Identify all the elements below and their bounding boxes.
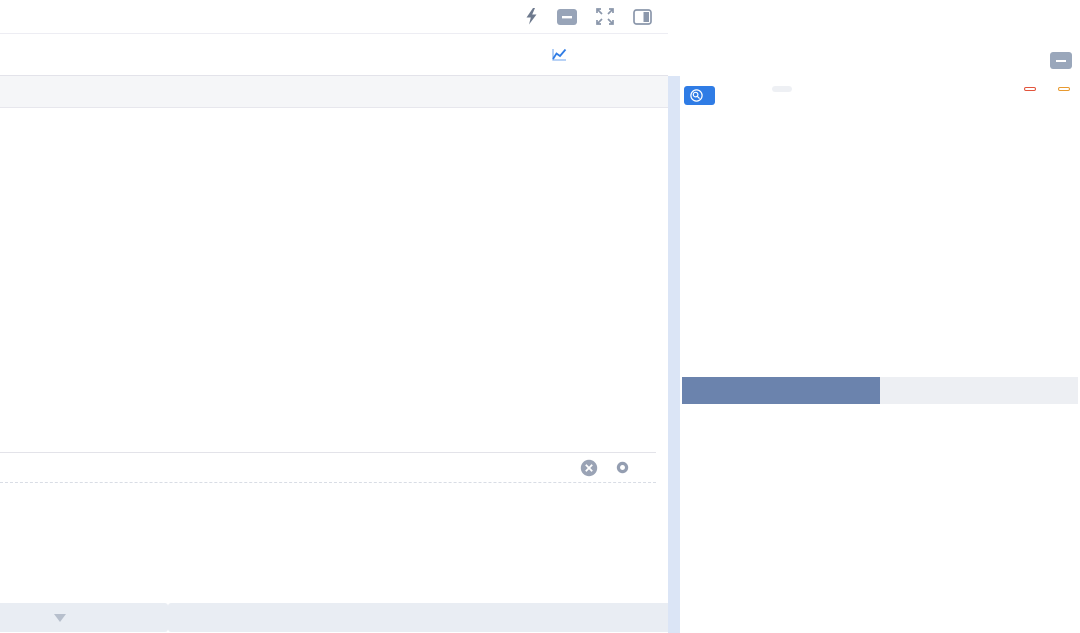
candlestick-chart[interactable]: [0, 107, 668, 452]
volume-chart[interactable]: [0, 483, 668, 578]
chart-tools: [552, 48, 655, 61]
line-chart-icon: [552, 48, 567, 61]
bottom-toolbar: [0, 602, 672, 633]
chart-header-band: [0, 76, 668, 108]
x-axis-labels: [0, 578, 668, 602]
rating-stars[interactable]: [312, 0, 320, 33]
close-icon[interactable]: [580, 459, 598, 477]
chevron-down-icon[interactable]: [54, 613, 66, 622]
lu-badge[interactable]: [1024, 87, 1036, 91]
tool-simple-mode[interactable]: [552, 48, 571, 61]
tab-zijin[interactable]: [880, 377, 1078, 404]
tab-pankou[interactable]: [682, 377, 880, 404]
minimize-icon[interactable]: [557, 8, 577, 25]
gear-icon[interactable]: [613, 458, 632, 477]
detail-tabs: [682, 377, 1078, 404]
split-view-icon[interactable]: [633, 8, 652, 25]
indicator-group-left: [0, 603, 168, 632]
period-toolbar: [0, 34, 668, 76]
badge-row: [684, 86, 1076, 108]
chart-column: [0, 0, 672, 633]
lightning-icon[interactable]: [524, 8, 538, 25]
collapse-panel-button[interactable]: [1050, 52, 1072, 69]
fund-diagnosis-badge[interactable]: [684, 86, 715, 105]
top-toolbar: [0, 0, 668, 34]
indicator-group-right: [168, 603, 672, 632]
fullscreen-icon[interactable]: [596, 8, 614, 25]
fund-company-badge[interactable]: [772, 86, 792, 92]
rong-badge[interactable]: [1058, 87, 1070, 91]
indicator-strip: [0, 452, 656, 483]
bid-ask-ratio-bar: [1048, 122, 1077, 335]
quote-panel: [680, 0, 1080, 633]
magnifier-icon: [690, 89, 703, 102]
panel-divider[interactable]: [668, 76, 680, 633]
toolbar-icon-group: [505, 0, 652, 33]
